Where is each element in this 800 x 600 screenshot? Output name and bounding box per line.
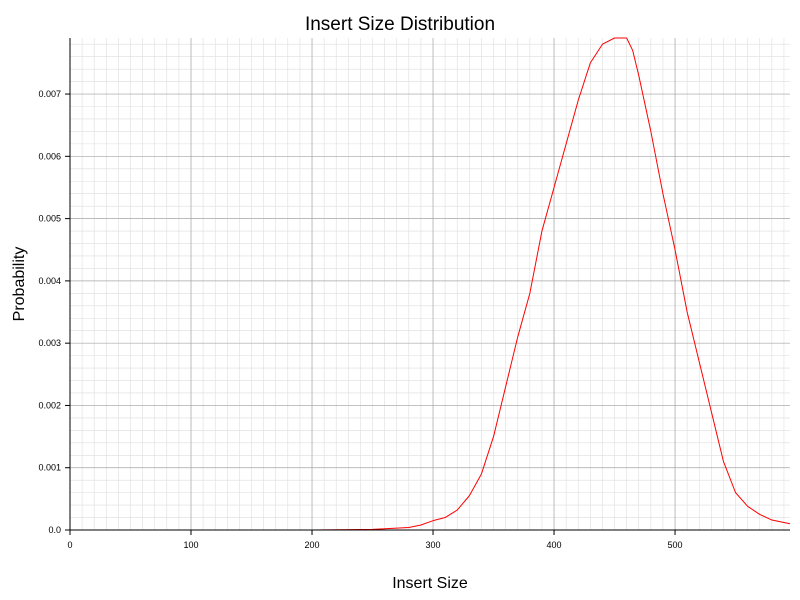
y-tick-label: 0.005 bbox=[38, 214, 61, 224]
axes bbox=[69, 38, 790, 531]
y-tick-label: 0.002 bbox=[38, 400, 61, 410]
x-tick-label: 400 bbox=[547, 540, 562, 550]
y-tick-label: 0.007 bbox=[38, 89, 61, 99]
series-layer bbox=[70, 37, 791, 531]
series-line-0 bbox=[70, 37, 791, 531]
y-tick-label: 0.004 bbox=[38, 276, 61, 286]
y-tick-label: 0.006 bbox=[38, 151, 61, 161]
x-tick-label: 100 bbox=[183, 540, 198, 550]
y-tick-label: 0.0 bbox=[48, 525, 61, 535]
y-tick-label: 0.003 bbox=[38, 338, 61, 348]
chart-title: Insert Size Distribution bbox=[305, 14, 495, 35]
x-axis-label: Insert Size bbox=[392, 575, 468, 592]
x-tick-label: 0 bbox=[67, 540, 72, 550]
x-axis-ticks: 0 100 200 300 400 500 bbox=[67, 530, 683, 550]
y-axis-label: Probability bbox=[11, 247, 28, 322]
major-grid bbox=[70, 38, 790, 530]
x-tick-label: 500 bbox=[668, 540, 683, 550]
x-tick-label: 200 bbox=[305, 540, 320, 550]
y-axis-ticks: 0.0 0.001 0.002 0.003 0.004 0.005 0.006 0.007 bbox=[38, 89, 70, 535]
x-tick-label: 300 bbox=[426, 540, 441, 550]
y-tick-label: 0.001 bbox=[38, 463, 61, 473]
